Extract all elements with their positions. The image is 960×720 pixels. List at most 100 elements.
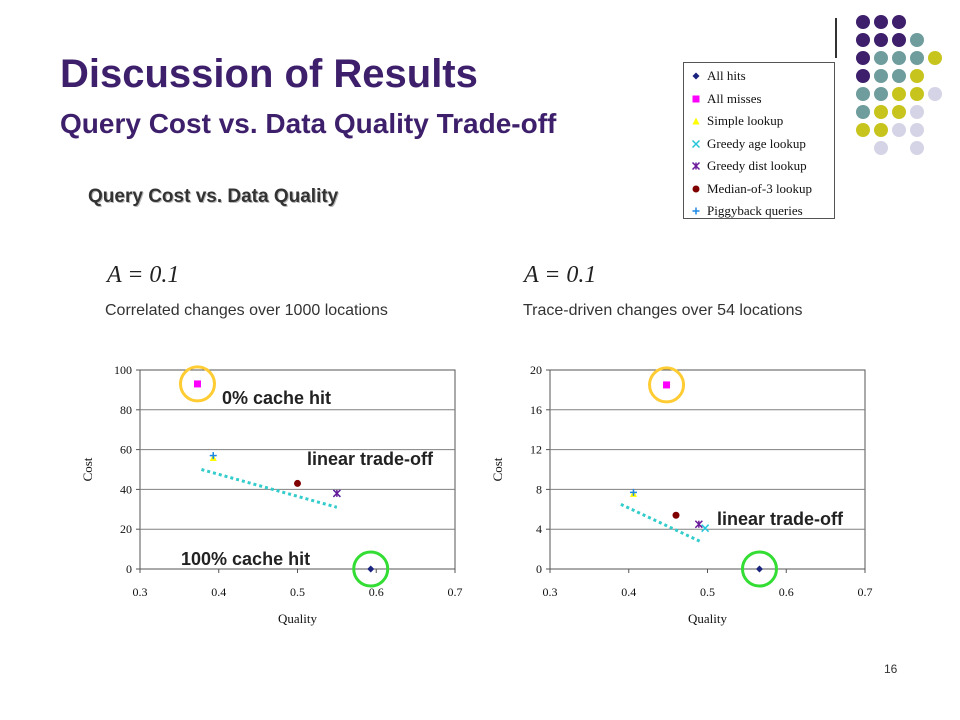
decorative-dot <box>856 87 870 101</box>
right-scatter-chart: 0 4 8 12 16 20 0.3 0.4 0.5 0.6 0.7 Quality Cost <box>490 363 873 626</box>
decorative-dot <box>892 33 906 47</box>
circle-marker-icon <box>692 185 700 193</box>
left-scatter-chart: 0 20 40 60 80 100 0.3 0.4 0.5 0.6 0.7 Quality Cost <box>80 363 463 626</box>
legend-item-simple-lookup: Simple lookup <box>690 110 834 133</box>
left-description: Correlated changes over 1000 locations <box>105 302 388 319</box>
point-all-misses <box>193 380 201 388</box>
trend-line <box>620 502 701 543</box>
x-axis-label: Quality <box>278 611 317 626</box>
decorative-dot <box>856 123 870 137</box>
decorative-dot <box>910 105 924 119</box>
y-tick-label: 16 <box>530 403 542 417</box>
point-all-hits <box>367 565 375 573</box>
plot-area <box>549 369 866 570</box>
decorative-dot <box>856 105 870 119</box>
right-a-parameter: A = 0.1 <box>524 262 597 288</box>
point-greedy-age-lookup <box>701 524 710 533</box>
decorative-dot <box>874 141 888 155</box>
decorative-dot <box>910 33 924 47</box>
decorative-dot <box>874 87 888 101</box>
decorative-dot <box>874 105 888 119</box>
left-a-parameter: A = 0.1 <box>107 262 180 288</box>
x-axis-label: Quality <box>688 611 727 626</box>
decorative-dot <box>892 51 906 65</box>
decorative-dot <box>874 51 888 65</box>
y-tick-label: 20 <box>120 522 132 536</box>
star-marker-icon <box>691 162 701 171</box>
y-tick-label: 40 <box>120 482 132 496</box>
x-tick-label: 0.3 <box>133 585 148 599</box>
x-tick-label: 0.4 <box>621 585 636 599</box>
point-greedy-dist-lookup <box>332 489 341 498</box>
point-piggyback-queries <box>629 488 637 496</box>
legend-label: Piggyback queries <box>707 203 803 219</box>
decorative-dot <box>910 123 924 137</box>
legend-item-median-of-3-lookup: Median-of-3 lookup <box>690 178 834 201</box>
section-heading: Query Cost vs. Data Quality <box>88 186 339 207</box>
chart-legend: All hits All misses Simple lookup Greedy ag… <box>683 62 835 219</box>
legend-label: All misses <box>707 90 762 106</box>
x-tick-label: 0.6 <box>369 585 384 599</box>
decorative-dot <box>856 51 870 65</box>
point-piggyback-queries <box>209 452 217 460</box>
decorative-dot <box>856 33 870 47</box>
y-tick-label: 4 <box>536 522 542 536</box>
y-tick-label: 0 <box>536 562 542 576</box>
x-tick-label: 0.7 <box>858 585 873 599</box>
plus-marker-icon <box>692 207 700 215</box>
decorative-dot <box>928 51 942 65</box>
y-tick-label: 20 <box>530 363 542 377</box>
point-median-of-3-lookup <box>672 511 680 519</box>
decorative-dot <box>874 69 888 83</box>
legend-item-all-misses: All misses <box>690 88 834 111</box>
page-title: Discussion of Results <box>60 52 478 96</box>
x-marker-icon <box>691 139 701 148</box>
point-greedy-dist-lookup <box>694 520 703 529</box>
y-axis-label: Cost <box>490 457 505 481</box>
decorative-dot <box>910 141 924 155</box>
decorative-dot <box>910 87 924 101</box>
annotation-zero-cache-hit: 0% cache hit <box>222 388 332 408</box>
legend-label: All hits <box>707 68 746 84</box>
legend-label: Greedy dist lookup <box>707 158 807 174</box>
x-tick-label: 0.6 <box>779 585 794 599</box>
decorative-divider <box>835 18 837 58</box>
decorative-dot <box>874 15 888 29</box>
legend-label: Simple lookup <box>707 113 784 129</box>
y-tick-label: 60 <box>120 443 132 457</box>
x-tick-label: 0.5 <box>700 585 715 599</box>
annotation-full-cache-hit: 100% cache hit <box>181 549 311 569</box>
right-description: Trace-driven changes over 54 locations <box>523 302 803 319</box>
legend-item-piggyback-queries: Piggyback queries <box>690 200 834 223</box>
y-tick-label: 8 <box>536 482 542 496</box>
legend-item-greedy-dist-lookup: Greedy dist lookup <box>690 155 834 178</box>
diamond-marker-icon <box>692 72 700 80</box>
decorative-dot <box>892 123 906 137</box>
legend-item-all-hits: All hits <box>690 65 834 88</box>
decorative-dot <box>892 69 906 83</box>
page-number: 16 <box>884 662 898 676</box>
decorative-dot <box>910 51 924 65</box>
highlight-circle <box>648 366 686 404</box>
decorative-dot <box>910 69 924 83</box>
y-tick-label: 100 <box>114 363 132 377</box>
x-tick-label: 0.7 <box>448 585 463 599</box>
highlight-circle <box>740 550 778 588</box>
decorative-dots <box>856 15 942 155</box>
point-median-of-3-lookup <box>294 479 301 487</box>
decorative-dot <box>856 69 870 83</box>
y-tick-label: 12 <box>530 443 542 457</box>
x-tick-label: 0.4 <box>211 585 226 599</box>
decorative-dot <box>928 87 942 101</box>
x-tick-label: 0.3 <box>543 585 558 599</box>
legend-label: Median-of-3 lookup <box>707 180 813 196</box>
highlight-circle <box>352 550 390 588</box>
decorative-dot <box>856 15 870 29</box>
annotation-linear-tradeoff-right: linear trade-off <box>717 509 844 529</box>
decorative-dot <box>892 105 906 119</box>
decorative-dot <box>892 15 906 29</box>
point-all-misses <box>663 381 671 389</box>
annotation-linear-tradeoff-left: linear trade-off <box>307 449 434 469</box>
triangle-marker-icon <box>692 117 700 125</box>
y-tick-label: 0 <box>126 562 132 576</box>
